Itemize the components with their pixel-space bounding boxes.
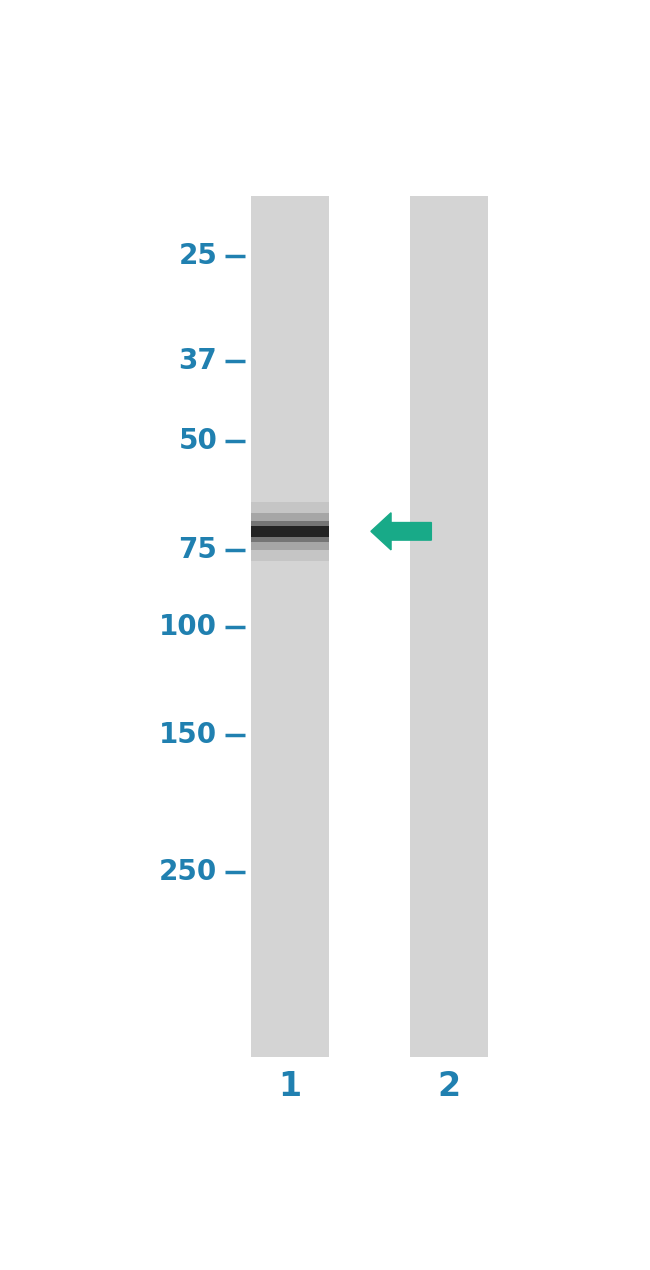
Text: 2: 2	[437, 1069, 461, 1102]
Text: 250: 250	[159, 857, 217, 885]
Bar	[252, 521, 330, 542]
Text: 1: 1	[279, 1069, 302, 1102]
Text: 150: 150	[159, 721, 217, 749]
Text: 25: 25	[178, 243, 217, 271]
Text: 75: 75	[178, 536, 217, 564]
Bar	[252, 502, 330, 561]
Bar	[252, 526, 330, 537]
Bar	[252, 197, 330, 1057]
Bar	[252, 513, 330, 550]
Text: 37: 37	[179, 347, 217, 375]
Text: 100: 100	[159, 612, 217, 640]
FancyArrow shape	[371, 513, 432, 550]
Text: 50: 50	[178, 428, 217, 456]
Bar	[410, 197, 488, 1057]
